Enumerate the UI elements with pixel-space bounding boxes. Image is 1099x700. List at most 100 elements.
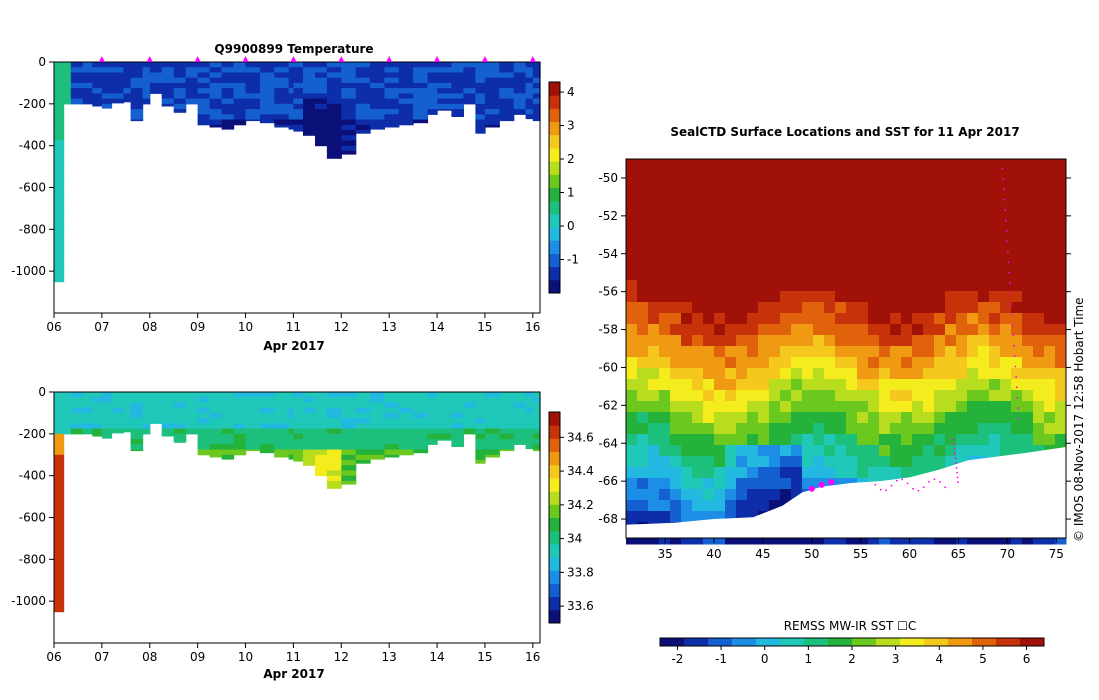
sst-pixel — [989, 258, 1001, 270]
section-cell — [197, 439, 211, 445]
sst-pixel — [692, 423, 704, 435]
sst-pixel — [846, 203, 858, 215]
section-cell — [293, 428, 304, 435]
section-cell — [315, 93, 328, 100]
y-tick-label: -1000 — [11, 594, 46, 608]
section-cell — [92, 98, 103, 105]
sst-pixel — [912, 434, 924, 446]
sst-pixel — [802, 214, 814, 226]
section-cell — [274, 392, 290, 398]
section-cell — [221, 103, 235, 110]
section-cell — [303, 130, 316, 136]
sst-pixel — [670, 214, 682, 226]
sst-pixel — [846, 467, 858, 479]
sst-pixel — [912, 159, 924, 171]
section-cell — [142, 412, 151, 419]
sst-pixel — [824, 533, 836, 545]
sst-pixel — [725, 467, 737, 479]
section-cell — [245, 88, 261, 94]
sst-pixel — [1011, 324, 1023, 336]
section-cell — [427, 88, 438, 94]
sst-pixel — [901, 390, 913, 402]
section-cell — [427, 72, 438, 79]
section-cell — [209, 428, 223, 435]
sst-pixel — [648, 357, 660, 369]
section-cell — [245, 109, 261, 115]
sst-pixel — [879, 368, 891, 380]
sst-pixel — [1022, 412, 1034, 424]
section-cell — [398, 82, 414, 89]
section-cell — [173, 433, 187, 440]
sst-pixel — [714, 192, 726, 204]
sst-pixel — [967, 401, 979, 413]
section-cell — [398, 103, 414, 110]
section-cell — [185, 67, 199, 73]
sst-pixel — [714, 390, 726, 402]
sst-pixel — [835, 390, 847, 402]
sst-pixel — [626, 467, 638, 479]
sst-pixel — [791, 390, 803, 402]
sst-pixel — [769, 456, 781, 468]
sst-pixel — [1044, 313, 1056, 325]
section-cell — [532, 428, 541, 435]
section-cell — [161, 67, 175, 73]
sst-pixel — [714, 170, 726, 182]
sst-pixel — [1055, 170, 1067, 182]
y-tick-label: -400 — [19, 469, 46, 483]
section-cell — [475, 412, 486, 419]
section-cell — [437, 439, 453, 441]
section-cell — [341, 444, 357, 451]
section-cell — [92, 93, 103, 100]
sst-pixel — [978, 170, 990, 182]
sst-pixel — [714, 280, 726, 292]
section-cell — [82, 412, 93, 419]
section-cell — [370, 77, 385, 84]
colorbar-swatch — [549, 174, 560, 188]
section-cell — [259, 67, 275, 73]
sst-pixel — [802, 368, 814, 380]
section-cell — [525, 392, 534, 398]
sst-pixel — [758, 159, 770, 171]
sst-pixel — [758, 533, 770, 545]
colorbar-tick-label: 4 — [567, 85, 575, 99]
section-cell — [63, 72, 72, 79]
sst-pixel — [736, 247, 748, 259]
sst-pixel — [1033, 225, 1045, 237]
sst-pixel — [890, 379, 902, 391]
sst-pixel — [989, 412, 1001, 424]
sst-pixel — [681, 445, 693, 457]
sst-pixel — [659, 170, 671, 182]
section-cell — [221, 418, 235, 424]
section-cell — [149, 72, 163, 79]
section-cell — [475, 407, 486, 414]
sst-pixel — [659, 456, 671, 468]
sst-pixel — [1055, 434, 1067, 446]
sst-pixel — [956, 225, 968, 237]
sst-pixel — [780, 170, 792, 182]
section-cell — [499, 98, 515, 105]
sst-pixel — [736, 500, 748, 512]
colorbar-swatch — [549, 253, 560, 268]
sst-pixel — [1022, 434, 1034, 446]
section-cell — [92, 433, 103, 437]
sst-pixel — [945, 379, 957, 391]
sst-pixel — [648, 467, 660, 479]
sst-pixel — [1033, 247, 1045, 259]
sst-pixel — [626, 335, 638, 347]
section-cell — [123, 98, 132, 103]
section-cell — [101, 397, 113, 403]
section-cell — [398, 88, 414, 94]
section-cell — [475, 444, 486, 451]
sst-pixel — [692, 159, 704, 171]
sst-pixel — [736, 313, 748, 325]
sst-pixel — [846, 269, 858, 281]
sst-pixel — [780, 434, 792, 446]
sst-pixel — [747, 236, 759, 248]
section-cell — [451, 114, 464, 117]
sst-pixel — [923, 313, 935, 325]
section-cell — [475, 88, 486, 94]
sst-pixel — [1044, 335, 1056, 347]
section-cell — [209, 98, 223, 105]
section-cell — [532, 88, 541, 94]
section-cell — [384, 67, 400, 73]
